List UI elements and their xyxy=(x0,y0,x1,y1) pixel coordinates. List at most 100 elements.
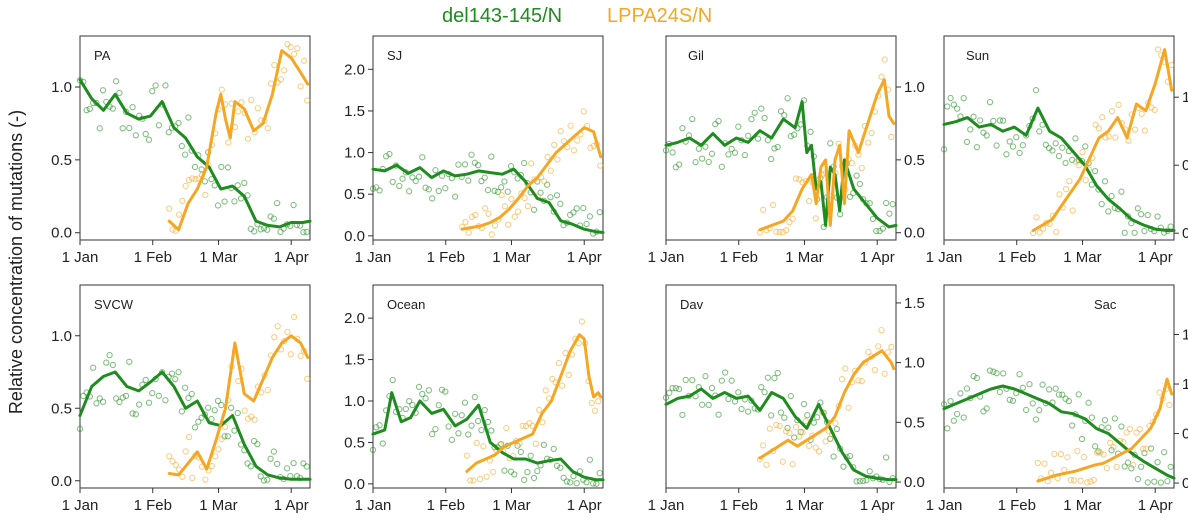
data-point xyxy=(1032,87,1040,94)
data-point xyxy=(1045,386,1053,393)
data-point xyxy=(1108,108,1116,115)
data-point xyxy=(853,478,860,485)
data-point xyxy=(501,467,508,474)
data-point xyxy=(465,177,472,184)
data-point xyxy=(503,424,510,432)
data-point xyxy=(774,369,781,377)
data-point xyxy=(878,326,885,334)
data-point xyxy=(957,390,964,397)
data-point xyxy=(1080,454,1088,461)
panel-pa: PA 0.0 0.5 1.0 1 Jan 1 Feb 1 Mar 1 Apr xyxy=(51,35,312,266)
data-point xyxy=(257,226,264,233)
data-point xyxy=(1157,479,1165,486)
data-point xyxy=(996,388,1004,396)
data-point xyxy=(1059,144,1066,151)
data-point xyxy=(1167,463,1174,471)
data-point xyxy=(1108,192,1115,200)
data-point xyxy=(856,477,864,485)
data-point xyxy=(463,452,471,459)
data-point xyxy=(514,175,521,182)
data-point xyxy=(666,389,673,396)
data-point xyxy=(231,198,238,205)
data-point xyxy=(1022,406,1030,414)
data-point xyxy=(389,376,396,384)
panel-label: Ocean xyxy=(387,297,425,312)
data-point xyxy=(990,117,997,125)
panel-svcw: SVCW 0.0 0.5 1.0 1 Jan 1 Feb 1 Mar 1 Apr xyxy=(51,284,312,514)
data-point xyxy=(214,397,222,405)
data-point xyxy=(790,131,798,138)
data-point xyxy=(304,97,311,104)
data-point xyxy=(1070,477,1078,484)
data-point xyxy=(869,215,877,223)
data-point xyxy=(297,352,304,360)
data-point xyxy=(715,411,722,418)
data-point xyxy=(845,404,852,411)
data-point xyxy=(409,401,416,409)
data-point xyxy=(215,446,222,453)
data-point xyxy=(744,408,752,415)
data-point xyxy=(435,402,442,409)
y-tick-label: 0.0 xyxy=(344,476,365,493)
data-point xyxy=(1032,416,1040,423)
data-point xyxy=(1019,384,1027,391)
data-point xyxy=(1003,151,1010,158)
data-point xyxy=(1101,178,1109,185)
data-point xyxy=(490,468,497,476)
panel-label: Gil xyxy=(688,48,704,63)
data-point xyxy=(832,420,839,427)
data-point xyxy=(763,461,770,468)
data-point xyxy=(290,201,297,209)
data-point xyxy=(807,128,814,135)
data-point xyxy=(396,182,403,190)
data-point xyxy=(522,422,530,430)
data-point xyxy=(461,161,469,168)
x-tick-label: 1 Feb xyxy=(998,497,1036,514)
data-point xyxy=(748,115,755,123)
data-point xyxy=(297,83,304,90)
data-point xyxy=(866,199,873,207)
data-point xyxy=(760,442,767,449)
data-point xyxy=(149,390,156,397)
data-point xyxy=(182,448,189,455)
legend-orange-label: LPPA24S/N xyxy=(607,5,712,27)
data-point xyxy=(999,117,1007,124)
data-point xyxy=(557,128,564,135)
data-point xyxy=(550,445,557,453)
data-point xyxy=(122,392,130,400)
data-point xyxy=(169,458,176,465)
data-point xyxy=(583,220,590,228)
data-point xyxy=(185,176,193,184)
data-point xyxy=(514,208,522,215)
data-point xyxy=(1097,449,1104,456)
data-point xyxy=(888,133,895,141)
data-point xyxy=(526,420,533,427)
data-point xyxy=(566,479,574,486)
data-point xyxy=(1154,46,1162,53)
data-point xyxy=(1062,159,1069,167)
data-point xyxy=(1131,126,1139,133)
data-point xyxy=(474,161,482,169)
data-point xyxy=(1019,142,1027,149)
data-point xyxy=(1068,422,1076,429)
data-point xyxy=(689,115,696,123)
y-tick-label: 1.0 xyxy=(344,393,365,410)
series-line-del143-145 xyxy=(664,387,898,482)
data-point xyxy=(573,205,580,212)
data-point xyxy=(468,422,475,429)
data-point xyxy=(99,87,107,94)
data-point xyxy=(774,143,781,151)
data-point xyxy=(879,225,887,232)
data-point xyxy=(1128,465,1135,472)
panel-frame xyxy=(79,35,311,241)
data-point xyxy=(428,195,436,202)
data-point xyxy=(1016,371,1023,378)
x-tick-label: 1 Jan xyxy=(648,249,685,266)
data-point xyxy=(812,215,819,222)
data-point xyxy=(83,107,90,114)
data-point xyxy=(1069,207,1076,214)
data-point xyxy=(1072,135,1079,142)
data-point xyxy=(580,108,587,115)
data-point xyxy=(692,159,699,166)
data-point xyxy=(950,417,958,424)
